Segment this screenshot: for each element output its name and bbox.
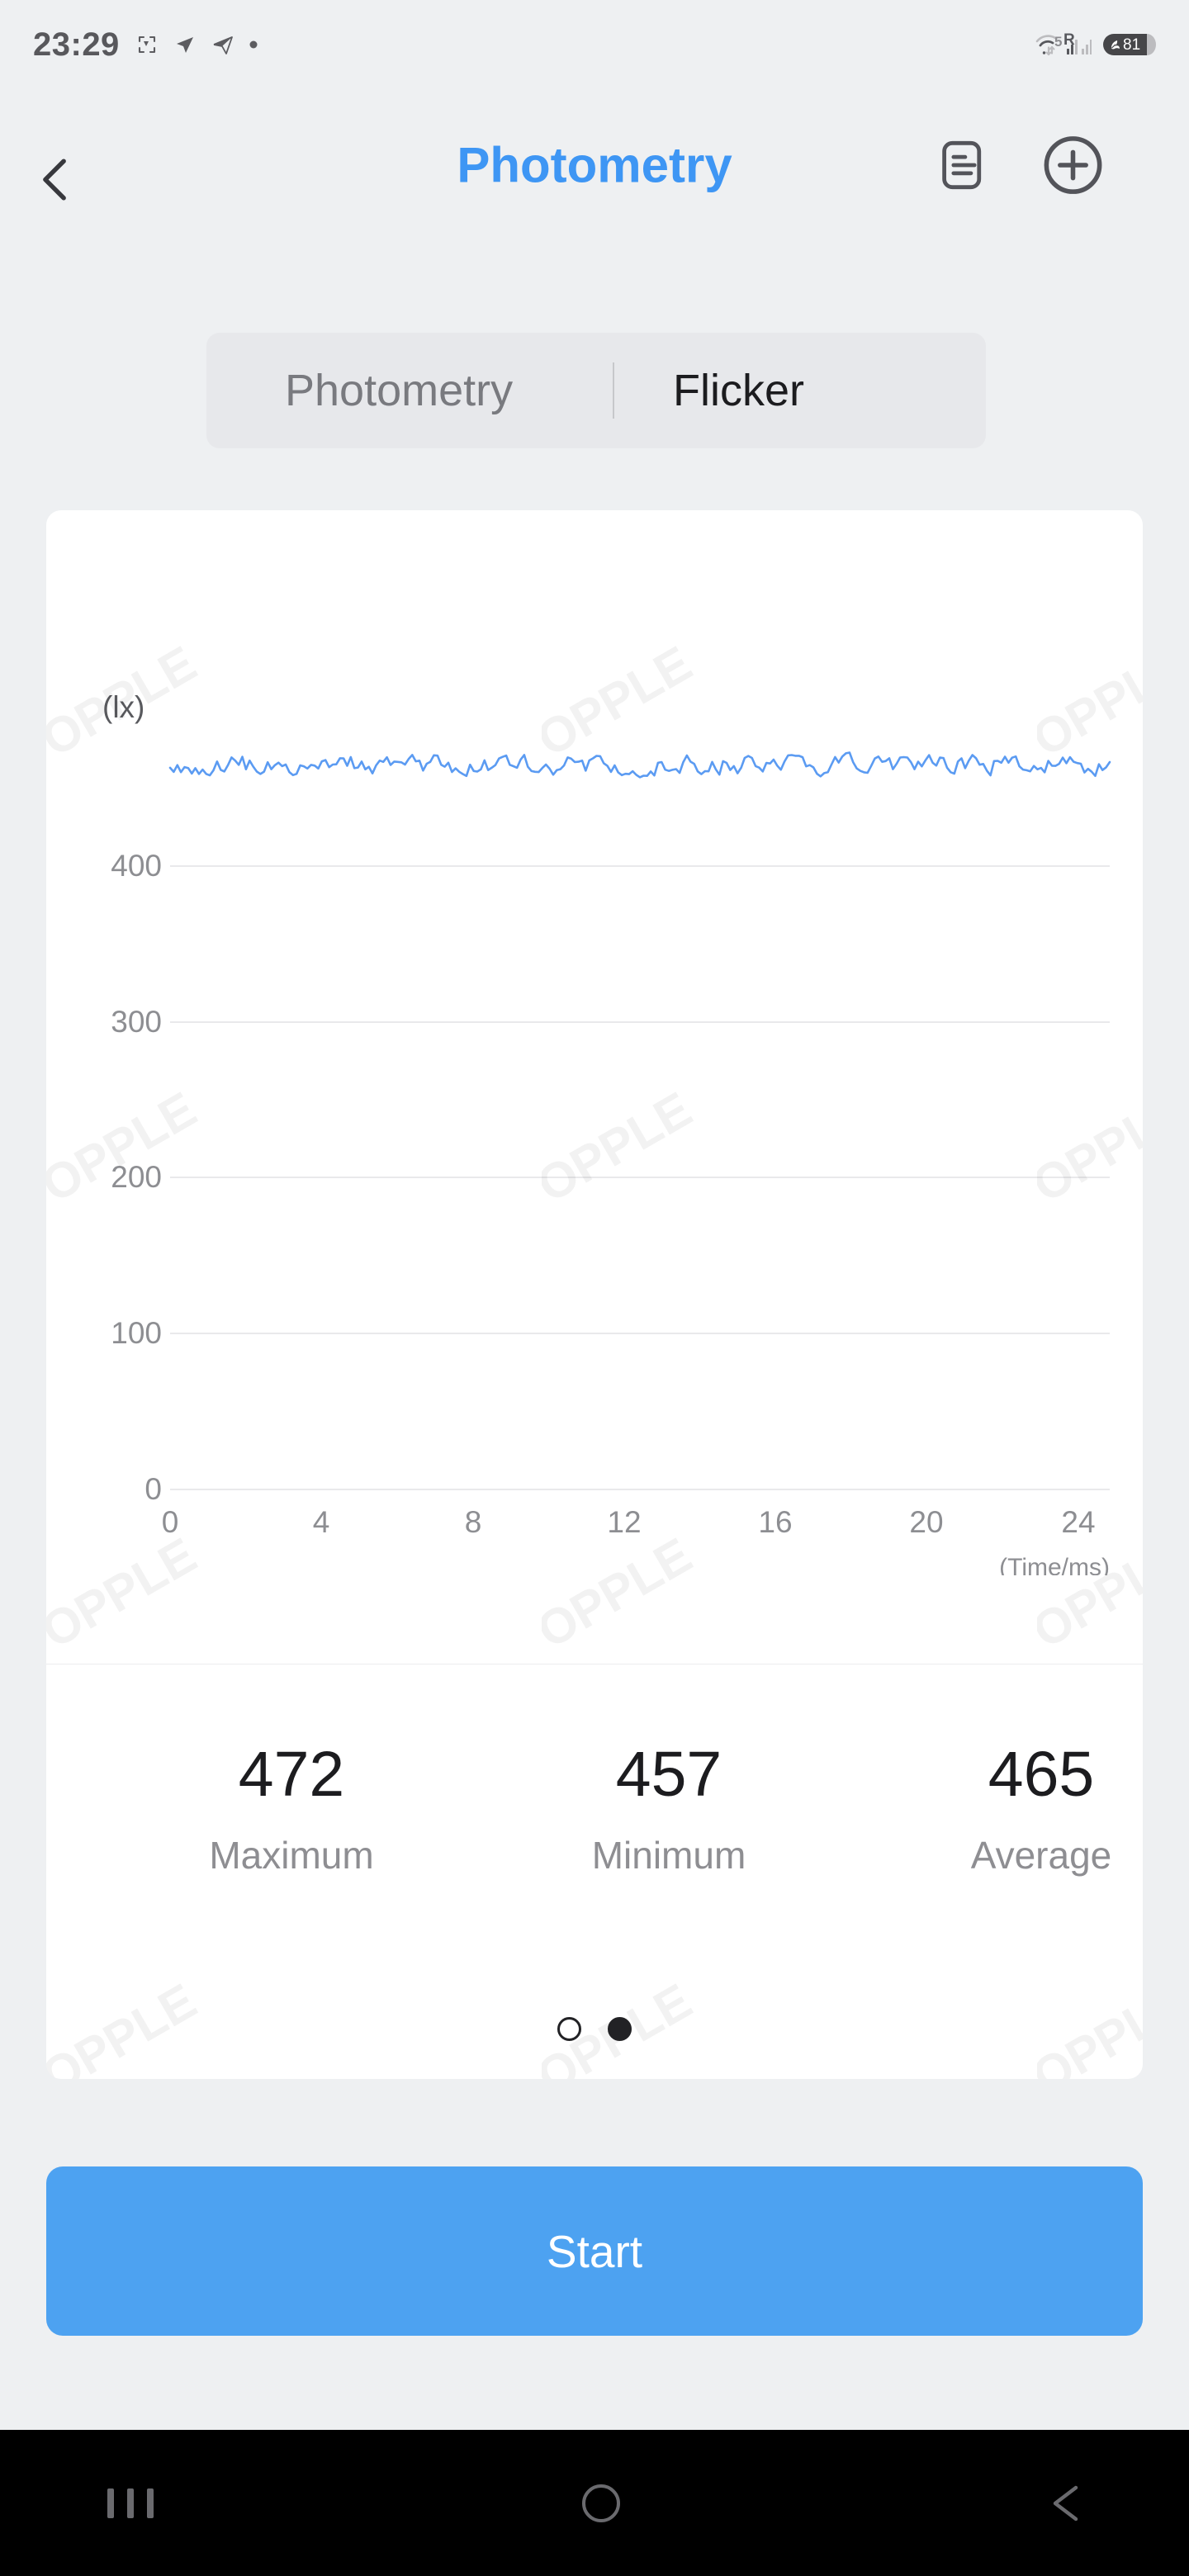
svg-text:5: 5 — [1054, 34, 1062, 50]
svg-text:81: 81 — [1123, 36, 1140, 54]
